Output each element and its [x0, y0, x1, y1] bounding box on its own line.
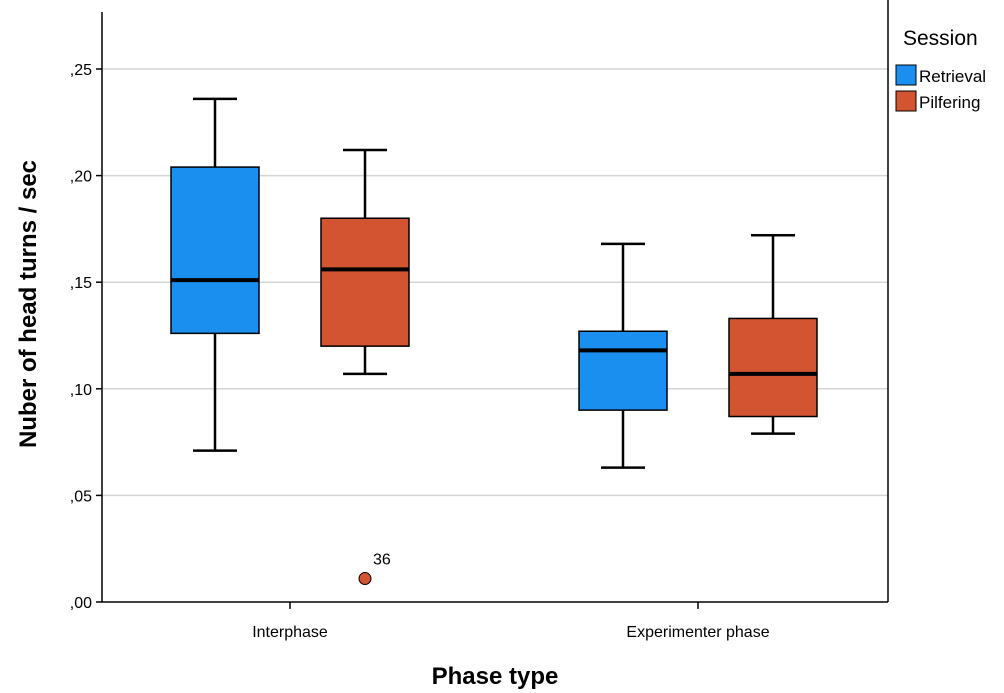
plot-area: 36 [170, 97, 818, 586]
outlier-label: 36 [373, 552, 391, 569]
x-tick-label: Experimenter phase [626, 624, 769, 641]
legend-swatch-retrieval [895, 64, 917, 86]
legend-label-pilfering: Pilfering [919, 93, 980, 112]
box-pilfering-experimenter-phase [728, 317, 818, 418]
x-tick-label: Interphase [252, 624, 328, 641]
y-tick-label: ,15 [70, 275, 92, 292]
legend: Session Retrieval Pilfering [895, 27, 986, 112]
box-retrieval-interphase [170, 166, 260, 335]
box-pilfering-interphase [320, 217, 410, 347]
y-tick-label: ,00 [70, 595, 92, 612]
y-tick-label: ,10 [70, 382, 92, 399]
legend-swatch-pilfering [895, 90, 917, 112]
x-axis-title: Phase type [432, 663, 559, 690]
y-tick-label: ,25 [70, 62, 92, 79]
y-axis-title: Nuber of head turns / sec [15, 160, 42, 448]
y-tick-label: ,20 [70, 169, 92, 186]
legend-label-retrieval: Retrieval [919, 67, 986, 86]
box-retrieval-experimenter-phase [578, 330, 668, 411]
y-tick-label: ,05 [70, 488, 92, 505]
legend-title: Session [903, 27, 978, 50]
outlier-point [358, 572, 372, 586]
axes: ,00 ,05 ,10 ,15 ,20 ,25 Interphase Experimenter… [70, 0, 889, 641]
